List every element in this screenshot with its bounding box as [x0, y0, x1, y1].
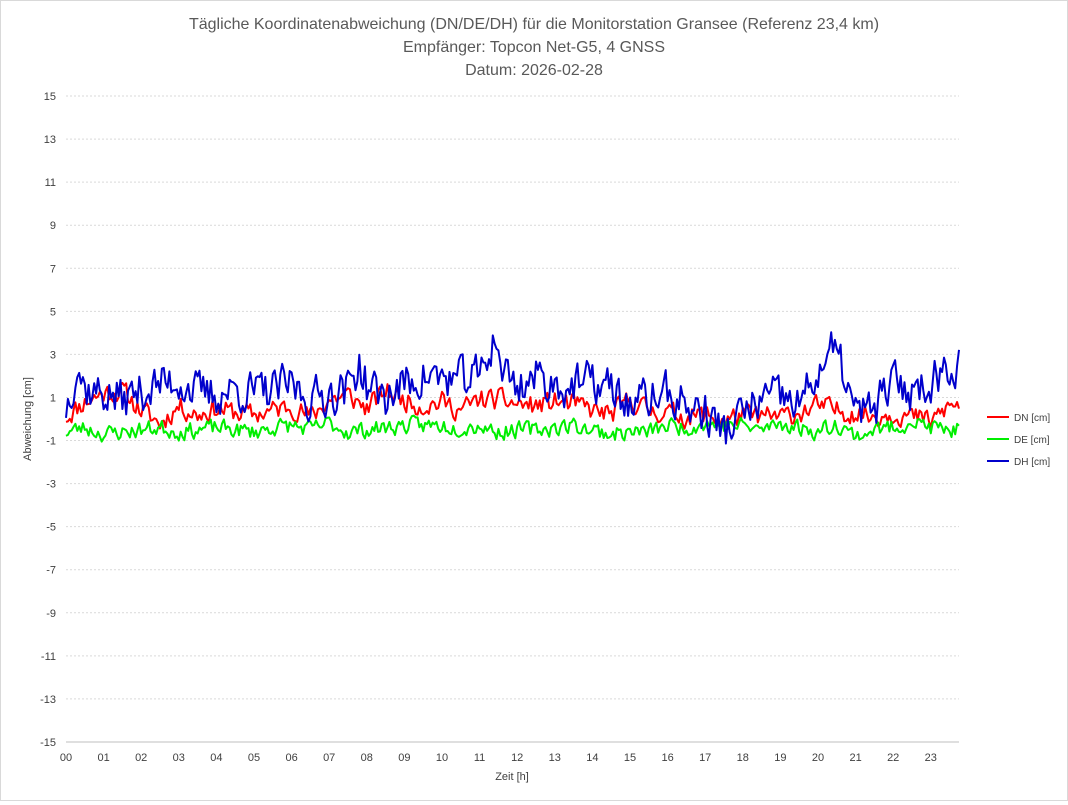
y-tick-label: 9 — [50, 220, 56, 232]
x-tick-label: 15 — [624, 752, 636, 764]
y-axis-ticks: 15 13 11 9 7 5 3 1 -1 -3 -5 -7 -9 -11 -13 -15 — [40, 91, 56, 749]
legend-label: DN [cm] — [1014, 413, 1050, 424]
y-tick-label: -9 — [46, 608, 56, 620]
y-tick-label: -1 — [46, 436, 56, 448]
x-tick-label: 12 — [511, 752, 523, 764]
y-axis-title: Abweichung [cm] — [22, 377, 34, 461]
x-tick-label: 16 — [661, 752, 673, 764]
y-tick-label: 7 — [50, 263, 56, 275]
x-tick-label: 06 — [285, 752, 297, 764]
y-tick-label: -15 — [40, 737, 56, 749]
chart-title-group: Tägliche Koordinatenabweichung (DN/DE/DH… — [189, 16, 879, 79]
y-tick-label: 5 — [50, 306, 56, 318]
x-tick-label: 20 — [812, 752, 824, 764]
y-tick-label: -13 — [40, 694, 56, 706]
y-tick-label: 11 — [45, 177, 56, 189]
x-tick-label: 18 — [737, 752, 749, 764]
x-tick-label: 09 — [398, 752, 410, 764]
x-tick-label: 08 — [361, 752, 373, 764]
x-tick-label: 10 — [436, 752, 448, 764]
chart-subtitle: Empfänger: Topcon Net-G5, 4 GNSS — [403, 39, 665, 56]
x-tick-label: 22 — [887, 752, 899, 764]
x-tick-label: 23 — [925, 752, 937, 764]
y-tick-label: 3 — [50, 349, 56, 361]
x-tick-label: 21 — [849, 752, 861, 764]
y-tick-label: -5 — [46, 522, 56, 534]
x-tick-label: 01 — [97, 752, 109, 764]
x-tick-label: 02 — [135, 752, 147, 764]
grid — [66, 95, 959, 700]
x-axis-ticks: 00 01 02 03 04 05 06 07 08 09 10 11 12 13 14 15 16 17 18 19… — [60, 752, 937, 764]
x-tick-label: 04 — [210, 752, 222, 764]
x-tick-label: 03 — [173, 752, 185, 764]
chart-date: Datum: 2026-02-28 — [465, 62, 603, 79]
x-tick-label: 14 — [586, 752, 598, 764]
series-lines — [65, 331, 960, 445]
legend-label: DH [cm] — [1014, 457, 1050, 468]
y-tick-label: -3 — [46, 479, 56, 491]
x-tick-label: 13 — [549, 752, 561, 764]
x-axis-title: Zeit [h] — [495, 771, 529, 783]
x-tick-label: 00 — [60, 752, 72, 764]
series-line-dn — [65, 381, 960, 430]
x-tick-label: 17 — [699, 752, 711, 764]
chart-title: Tägliche Koordinatenabweichung (DN/DE/DH… — [189, 16, 879, 33]
legend: DN [cm] DE [cm] DH [cm] — [987, 413, 1050, 468]
series-line-dh — [65, 331, 960, 445]
y-tick-label: -7 — [46, 565, 56, 577]
x-tick-label: 05 — [248, 752, 260, 764]
series-line-de — [65, 414, 960, 443]
y-tick-label: 1 — [50, 392, 56, 404]
x-tick-label: 19 — [774, 752, 786, 764]
x-tick-label: 07 — [323, 752, 335, 764]
legend-label: DE [cm] — [1014, 435, 1050, 446]
x-tick-label: 11 — [474, 752, 485, 764]
y-tick-label: -11 — [41, 651, 56, 663]
y-tick-label: 15 — [44, 91, 56, 103]
y-tick-label: 13 — [44, 134, 56, 146]
